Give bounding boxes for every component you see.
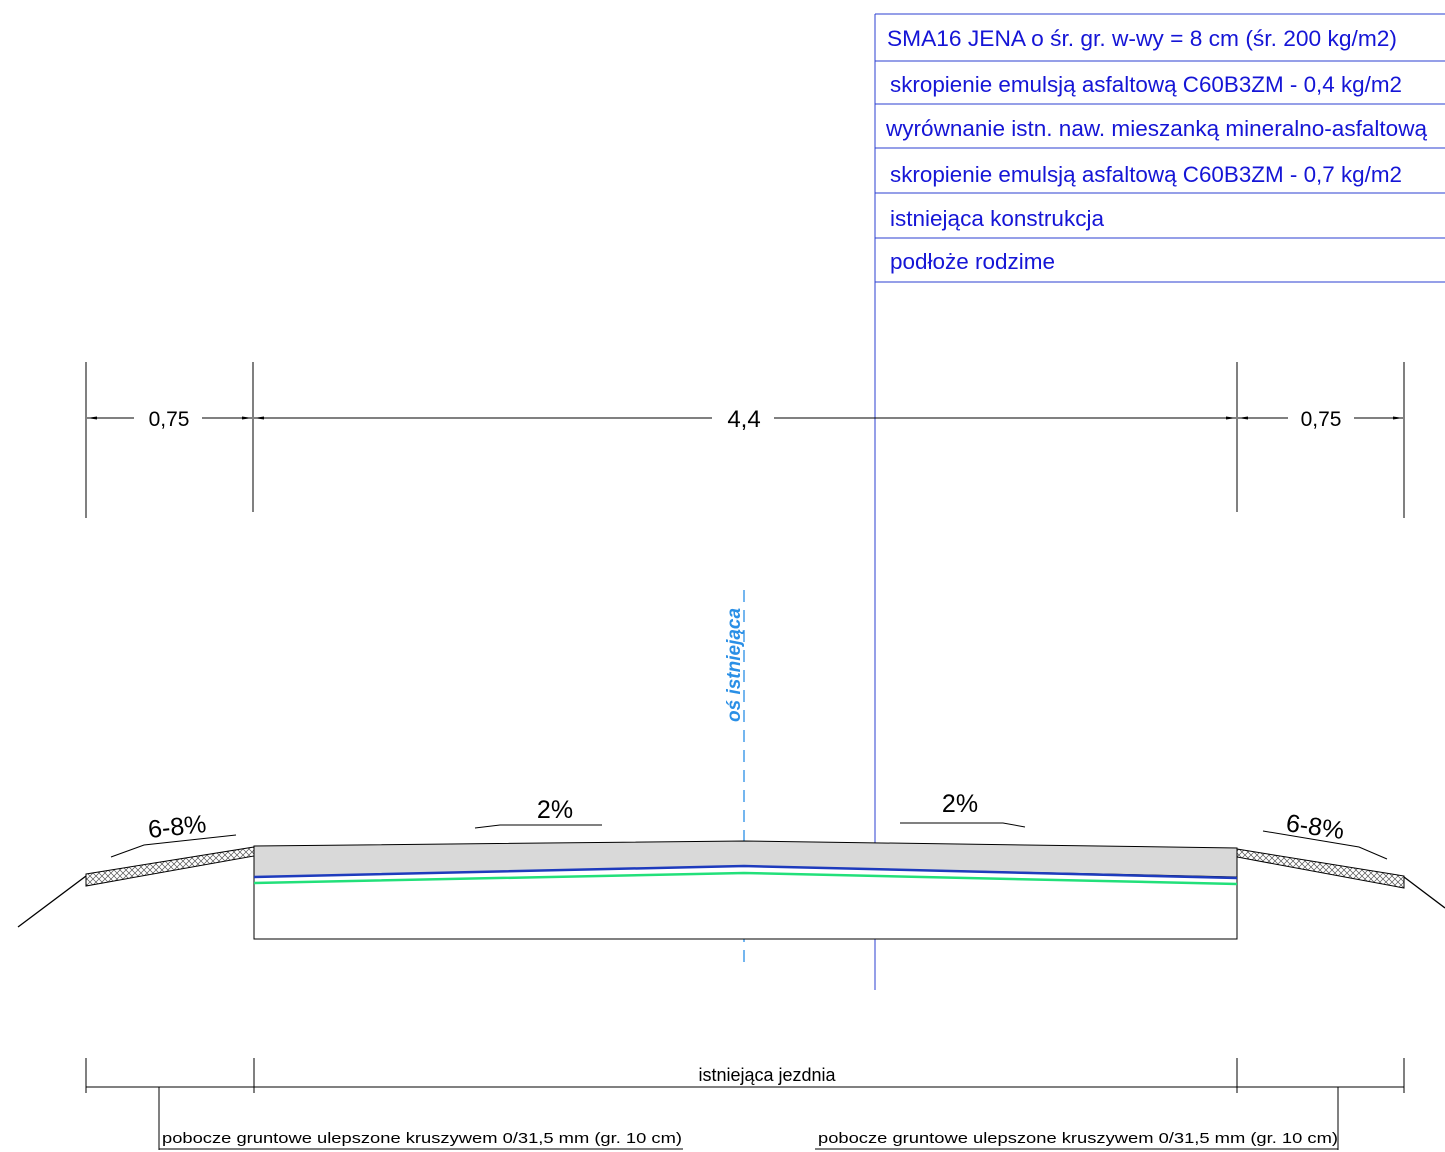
top-dimension-chain: 0,75 4,4 0,75 [85, 362, 1405, 518]
cross-section [17, 840, 1445, 940]
left-shoulder-layer [85, 846, 255, 887]
slope-arrow-left-shoulder [110, 834, 237, 858]
existing-structure [253, 865, 1238, 940]
slope-arrow-right-shoulder [1262, 830, 1388, 860]
slope-left-shoulder: 6-8% [147, 810, 208, 844]
legend-row-tack-coat-2: skropienie emulsją asfaltową C60B3ZM - 0… [890, 162, 1402, 187]
dimension-left-shoulder: 0,75 [149, 408, 190, 431]
legend-row-tack-coat-1: skropienie emulsją asfaltową C60B3ZM - 0… [890, 72, 1402, 97]
dimension-right-shoulder: 0,75 [1301, 408, 1342, 431]
existing-road-label: istniejąca jezdnia [698, 1065, 836, 1085]
slope-arrow-left-lane [474, 824, 602, 829]
right-shoulder-description: pobocze gruntowe ulepszone kruszywem 0/3… [818, 1130, 1338, 1147]
tack-coat-bottom-line [253, 871, 1238, 886]
bottom-description-chain: istniejąca jezdnia pobocze gruntowe ulep… [85, 1058, 1405, 1150]
legend-row-levelling-course: wyrównanie istn. naw. mieszanką mineraln… [885, 116, 1428, 141]
slope-arrow-right-lane [900, 822, 1026, 828]
slope-right-shoulder: 6-8% [1284, 809, 1346, 845]
road-axis: oś istniejąca [724, 590, 745, 965]
slope-left-lane: 2% [537, 796, 573, 824]
legend-row-existing-structure: istniejąca konstrukcja [890, 206, 1105, 231]
right-embankment-slope [1403, 876, 1445, 909]
dimension-carriageway: 4,4 [727, 406, 760, 433]
tack-coat-top-line [253, 864, 1238, 880]
slope-markers: 6-8% 2% 2% 6-8% [110, 790, 1388, 860]
legend-row-wearing-course: SMA16 JENA o śr. gr. w-wy = 8 cm (śr. 20… [887, 26, 1397, 51]
layer-legend-table: SMA16 JENA o śr. gr. w-wy = 8 cm (śr. 20… [874, 13, 1445, 990]
slope-right-lane: 2% [942, 790, 978, 818]
legend-row-native-subgrade: podłoże rodzime [890, 249, 1055, 274]
right-shoulder-layer [1236, 848, 1405, 889]
axis-label: oś istniejąca [724, 608, 745, 722]
left-shoulder-description: pobocze gruntowe ulepszone kruszywem 0/3… [162, 1130, 682, 1147]
left-embankment-slope [17, 875, 87, 928]
